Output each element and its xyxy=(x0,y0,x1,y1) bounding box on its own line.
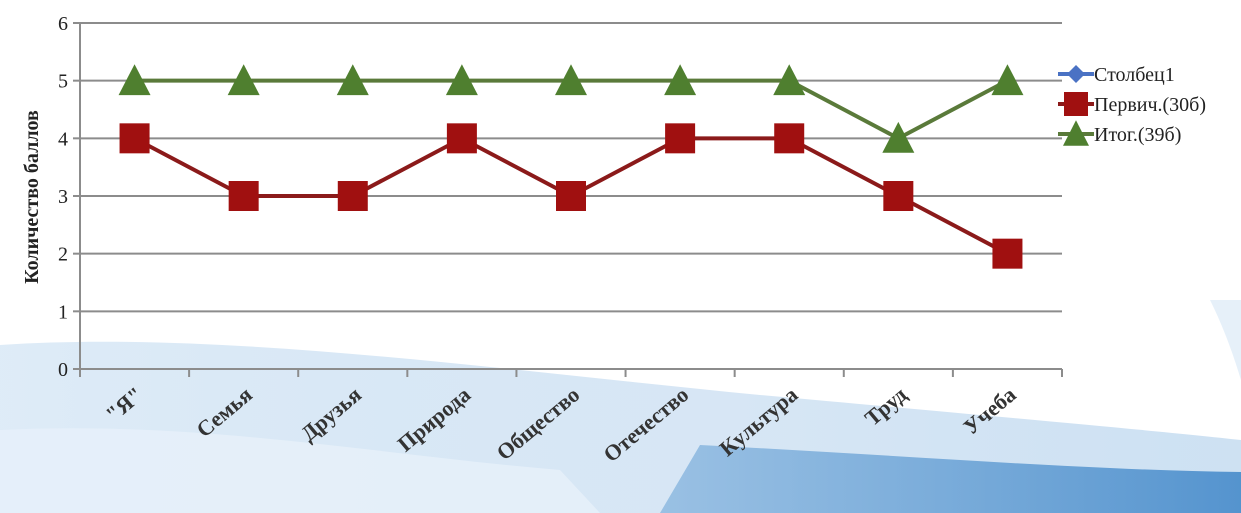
data-point xyxy=(119,123,150,154)
axes xyxy=(73,22,1063,377)
legend-label: Итог.(39б) xyxy=(1094,124,1181,146)
data-point xyxy=(555,64,587,96)
data-point xyxy=(882,121,915,153)
data-point xyxy=(336,64,369,96)
legend-marker xyxy=(1067,65,1085,83)
data-point xyxy=(337,181,368,211)
data-point xyxy=(883,181,914,211)
legend-item: Итог.(39б) xyxy=(1058,120,1181,146)
background-swoosh xyxy=(0,428,600,513)
background-swoosh xyxy=(660,445,1241,513)
data-point xyxy=(118,64,151,96)
legend: Столбец1 Первич.(30б) Итог.(39б) xyxy=(1058,64,1206,146)
y-tick-label: 0 xyxy=(58,359,68,381)
y-tick-label: 2 xyxy=(58,244,68,266)
data-point xyxy=(991,64,1024,96)
y-axis-label: Количество баллов xyxy=(21,110,43,284)
y-tick-label: 1 xyxy=(58,301,68,323)
y-tick-label: 4 xyxy=(58,128,68,150)
legend-label: Столбец1 xyxy=(1094,64,1175,86)
y-tick-label: 3 xyxy=(58,186,68,208)
legend-marker xyxy=(1063,120,1089,146)
data-point xyxy=(665,123,696,154)
data-point xyxy=(992,238,1023,269)
y-tick-label: 6 xyxy=(58,13,68,35)
background-decoration xyxy=(0,300,1241,513)
legend-marker xyxy=(1064,92,1088,116)
data-point xyxy=(774,123,805,154)
legend-item: Столбец1 xyxy=(1058,64,1175,86)
data-point xyxy=(446,123,477,154)
data-point xyxy=(556,181,586,211)
y-tick-labels: 0 1 2 3 4 5 6 xyxy=(58,13,68,381)
series-2 xyxy=(119,123,1023,269)
data-point xyxy=(227,64,260,96)
background-swoosh xyxy=(1210,300,1241,380)
data-point xyxy=(773,64,806,96)
data-point xyxy=(228,181,259,211)
series-3 xyxy=(118,64,1024,153)
legend-item: Первич.(30б) xyxy=(1058,92,1206,116)
y-tick-label: 5 xyxy=(58,71,68,93)
series-group xyxy=(118,64,1024,269)
data-point xyxy=(445,64,478,96)
legend-label: Первич.(30б) xyxy=(1094,94,1206,116)
data-point xyxy=(664,64,697,96)
